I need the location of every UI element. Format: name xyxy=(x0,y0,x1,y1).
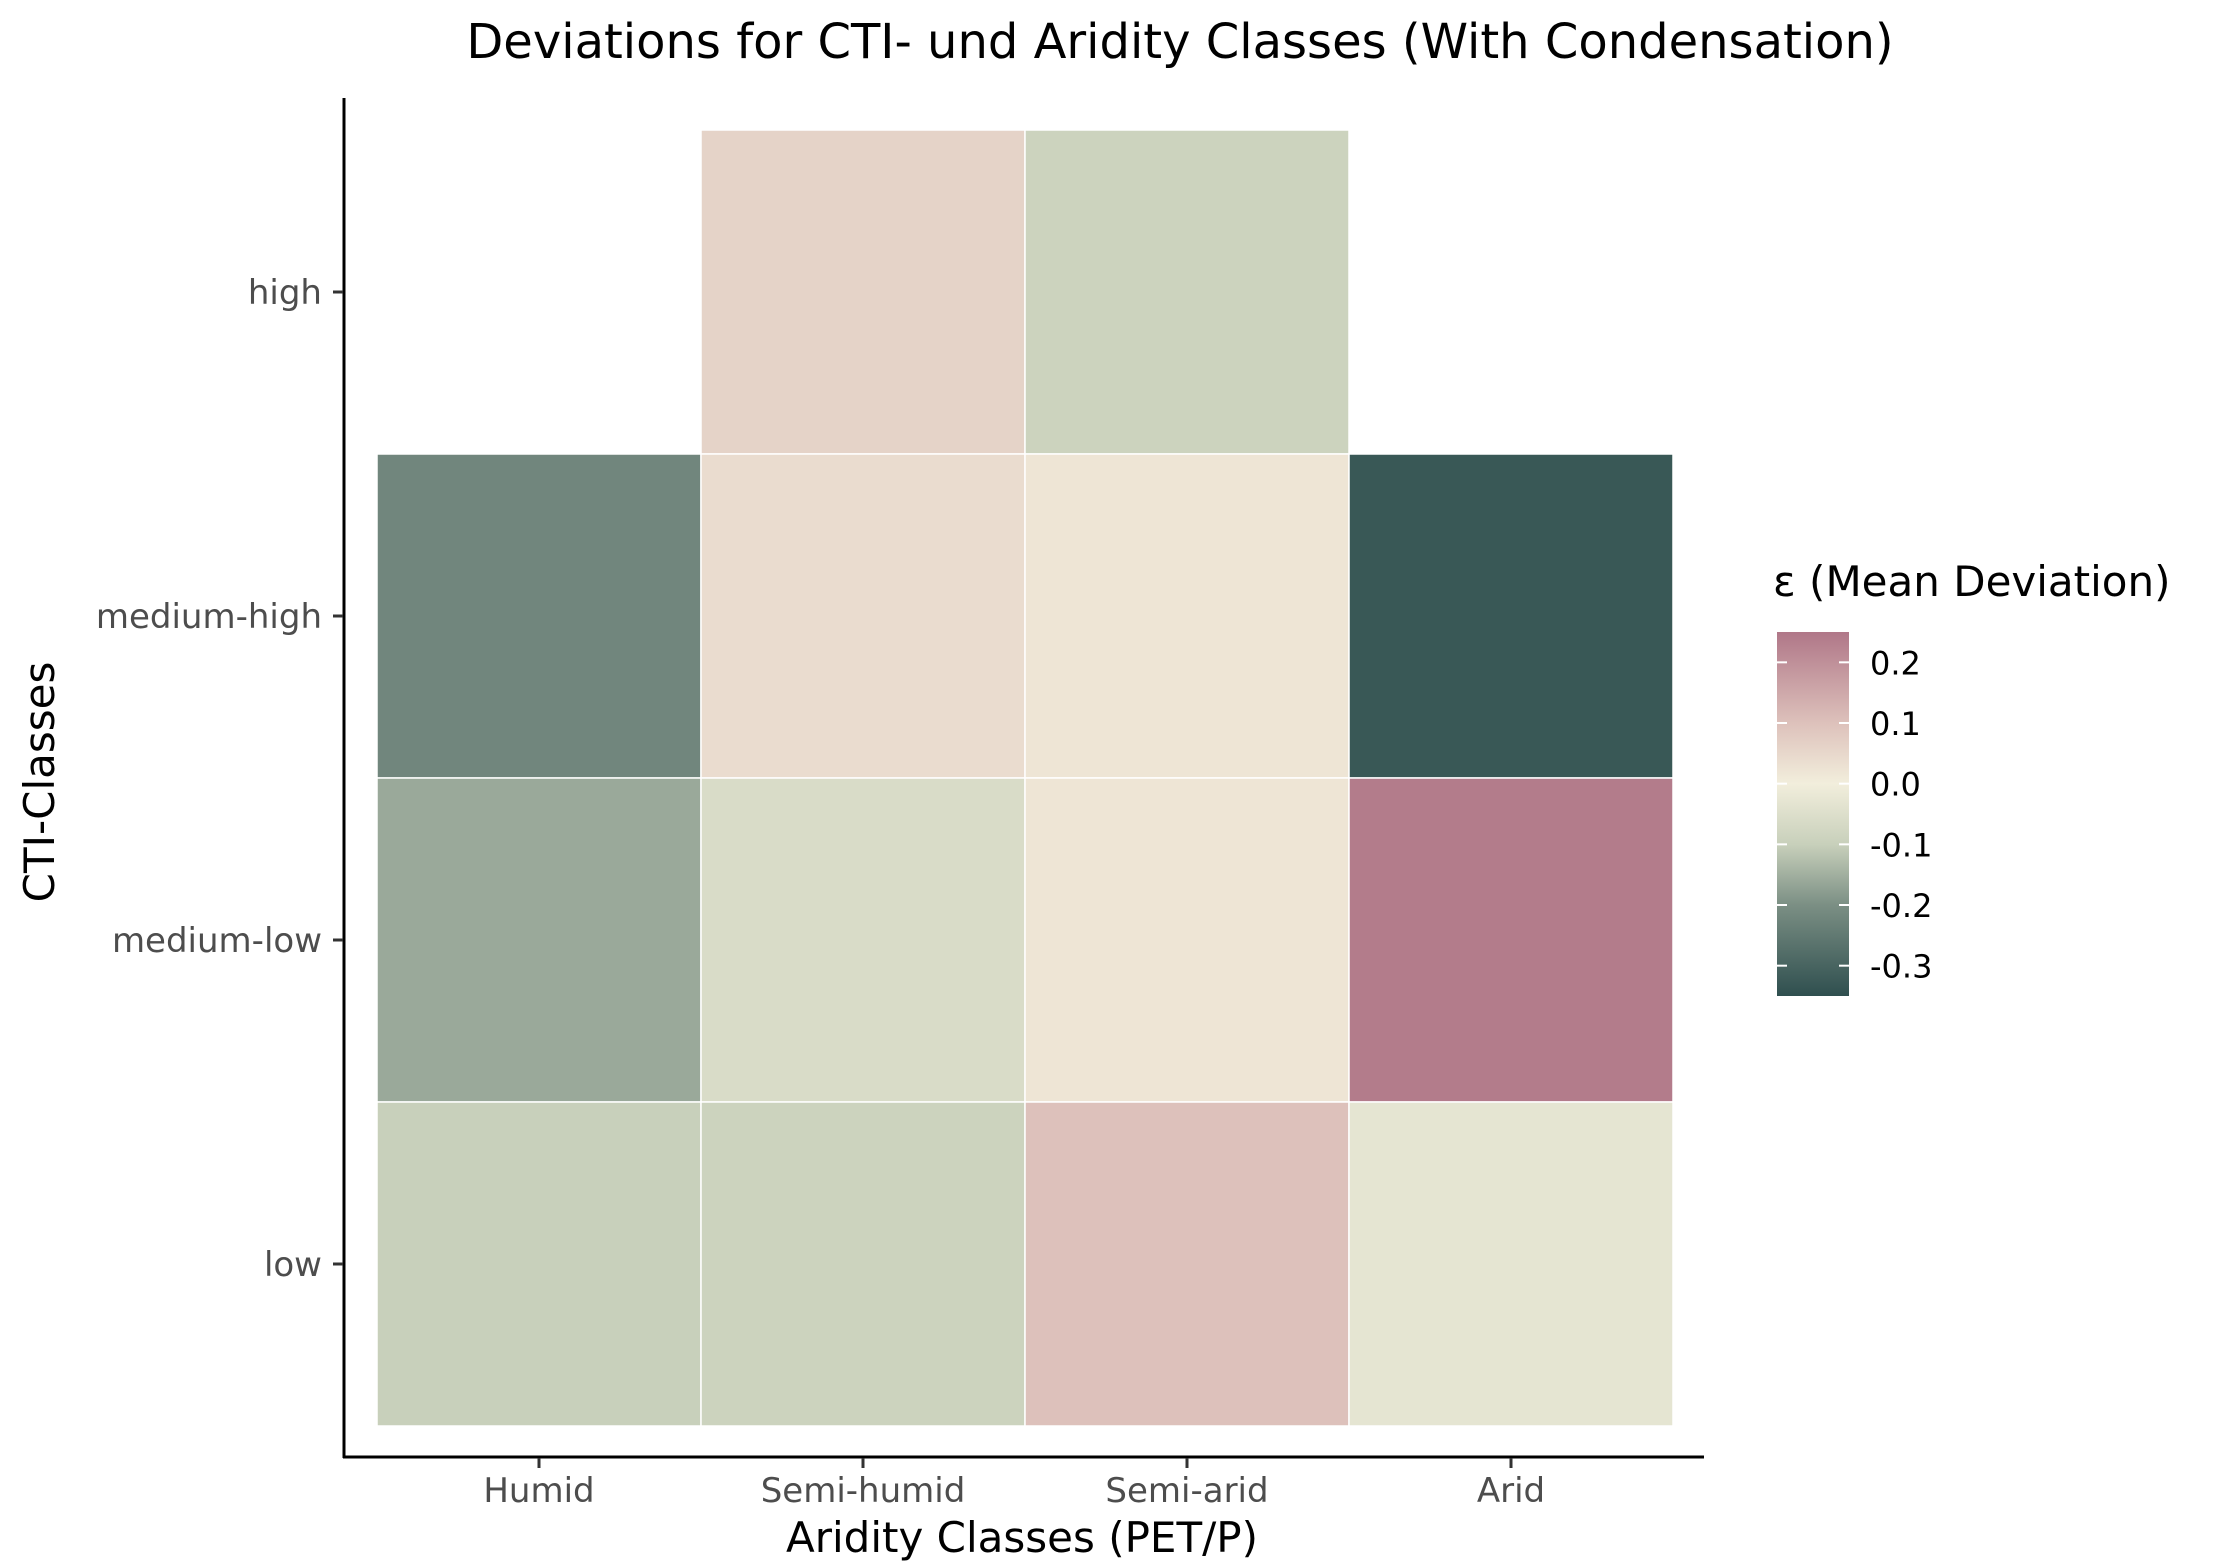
heatmap-cell-medium-high-humid xyxy=(376,453,702,779)
x-tick-label: Humid xyxy=(483,1471,594,1511)
legend-tick-label: 0.0 xyxy=(1870,766,1921,804)
heatmap-cell-medium-high-arid xyxy=(1348,453,1674,779)
x-tick-label: Semi-humid xyxy=(761,1471,966,1511)
heatmap-cell-low-arid xyxy=(1348,1101,1674,1427)
x-axis-title: Aridity Classes (PET/P) xyxy=(786,1513,1258,1562)
heatmap-cell-low-semi-arid xyxy=(1024,1101,1350,1427)
y-tick-label: medium-low xyxy=(112,921,322,961)
y-axis-ticks: low medium-low medium-high high xyxy=(96,273,343,1285)
heatmap-cell-medium-low-humid xyxy=(376,777,702,1103)
legend-color-bar xyxy=(1777,632,1849,996)
heatmap-cell-medium-high-semi-arid xyxy=(1024,453,1350,779)
legend-tick-label: -0.3 xyxy=(1870,948,1932,986)
heatmap-cell-medium-low-arid xyxy=(1348,777,1674,1103)
heatmap-cell-high-semi-arid xyxy=(1024,129,1350,455)
color-legend: ε (Mean Deviation) 0.2 0.1 0.0 -0.1 -0.2 -0.3 xyxy=(1773,557,2171,996)
y-tick-label: low xyxy=(264,1245,322,1285)
legend-tick-label: -0.1 xyxy=(1870,826,1932,864)
heatmap-cell-low-humid xyxy=(376,1101,702,1427)
heatmap-cell-high-semi-humid xyxy=(700,129,1026,455)
legend-title: ε (Mean Deviation) xyxy=(1773,557,2171,606)
x-axis-ticks: Humid Semi-humid Semi-arid Arid xyxy=(483,1458,1545,1511)
x-tick-label: Semi-arid xyxy=(1105,1471,1268,1511)
y-tick-label: high xyxy=(248,273,322,313)
heatmap-cells xyxy=(376,129,1674,1427)
y-axis-title: CTI-Classes xyxy=(15,662,64,903)
heatmap-cell-low-semi-humid xyxy=(700,1101,1026,1427)
x-tick-label: Arid xyxy=(1477,1471,1545,1511)
heatmap-cell-medium-low-semi-humid xyxy=(700,777,1026,1103)
legend-tick-label: -0.2 xyxy=(1870,887,1932,925)
legend-tick-label: 0.1 xyxy=(1870,705,1921,743)
legend-tick-label: 0.2 xyxy=(1870,644,1921,682)
heatmap-cell-medium-low-semi-arid xyxy=(1024,777,1350,1103)
legend-ticks: 0.2 0.1 0.0 -0.1 -0.2 -0.3 xyxy=(1777,644,1932,986)
chart-title: Deviations for CTI- und Aridity Classes … xyxy=(466,14,1893,70)
y-tick-label: medium-high xyxy=(96,597,322,637)
heatmap-cell-medium-high-semi-humid xyxy=(700,453,1026,779)
